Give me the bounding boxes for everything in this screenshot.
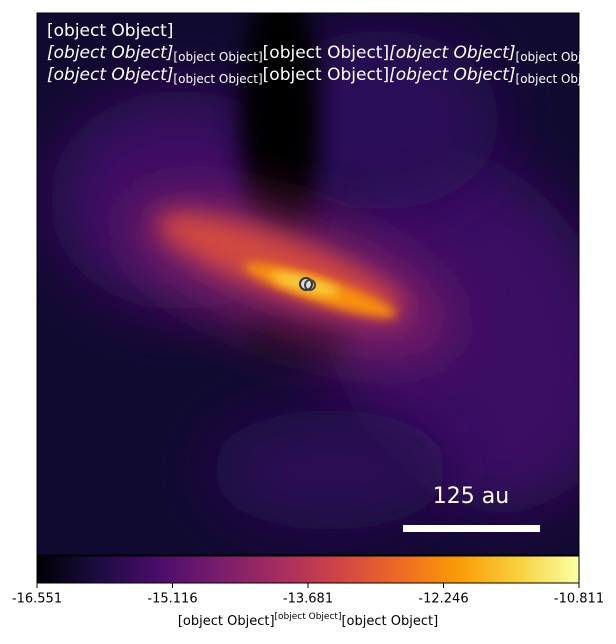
- annotation: [object Object] [object Object][object Ob…: [47, 21, 616, 86]
- colorbar-label-segment: [object Object]: [341, 614, 438, 629]
- colorbar: [36, 555, 580, 584]
- annotation-segment: [object Object]: [516, 50, 605, 64]
- colorbar-tick-label: -10.811: [554, 592, 604, 607]
- annotation-segment: [object Object]: [389, 65, 515, 85]
- annotation-segment: [object Object]: [389, 43, 515, 63]
- plot-frame: [36, 12, 580, 556]
- colorbar-label: [object Object][object Object][object Ob…: [178, 612, 438, 629]
- annotation-segment: [object Object]: [263, 65, 389, 85]
- density-image: [37, 13, 579, 555]
- scale-bar: [403, 525, 540, 532]
- annotation-segment: [object Object]: [47, 21, 173, 41]
- colorbar-tick-label: -16.551: [12, 592, 62, 607]
- colorbar-label-segment: [object Object]: [275, 612, 342, 622]
- annotation-segment: [object Object]: [47, 43, 173, 63]
- annotation-segment: [object Object]: [263, 43, 389, 63]
- annotation-segment: [object Object]: [516, 72, 605, 86]
- annotation-segment: [object Object]: [173, 50, 262, 64]
- annotation-segment: [object Object]: [47, 65, 173, 85]
- colorbar-tick-label: -15.116: [147, 592, 197, 607]
- scale-bar-label: 125 au: [433, 484, 509, 509]
- annotation-segment: [object Object]: [173, 72, 262, 86]
- colorbar-tick-label: -13.681: [283, 592, 333, 607]
- colorbar-tick-label: -12.246: [418, 592, 468, 607]
- colorbar-label-segment: [object Object]: [178, 614, 275, 629]
- annotation-segment: [object Object]: [605, 65, 616, 85]
